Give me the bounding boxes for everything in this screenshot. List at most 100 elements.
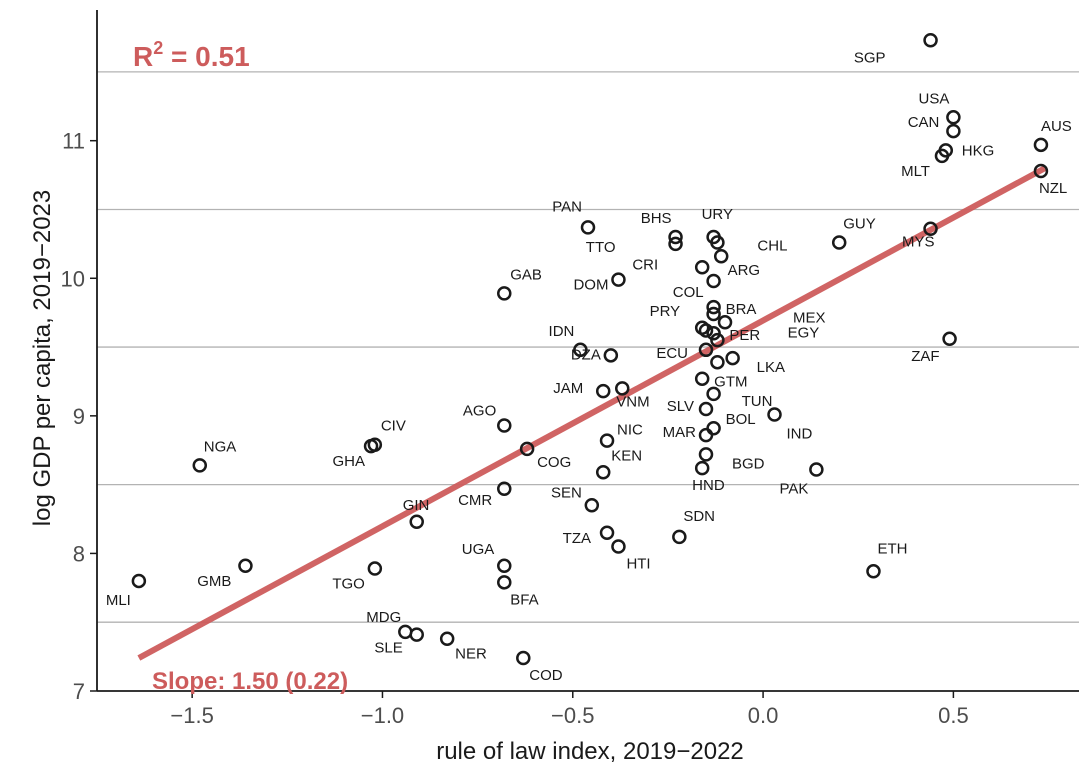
data-point bbox=[698, 447, 714, 462]
point-label: VNM bbox=[616, 393, 649, 410]
data-point bbox=[710, 332, 725, 348]
data-point bbox=[497, 558, 512, 574]
y-tick-label: 8 bbox=[73, 541, 85, 566]
point-label: CIV bbox=[381, 418, 406, 435]
data-point bbox=[131, 573, 147, 589]
point-label: ZAF bbox=[911, 348, 939, 365]
data-point bbox=[713, 249, 729, 264]
point-label: COL bbox=[673, 284, 704, 301]
r-squared-label: R bbox=[133, 41, 153, 72]
point-label: ECU bbox=[656, 345, 688, 362]
point-label: BOL bbox=[726, 411, 756, 428]
x-tick-label: 0.5 bbox=[938, 703, 969, 728]
data-point bbox=[668, 236, 683, 252]
point-label: SDN bbox=[683, 508, 715, 525]
fit-line-group bbox=[137, 165, 1047, 661]
grid-lines bbox=[97, 71, 1079, 623]
point-label: SLV bbox=[667, 398, 694, 415]
data-point bbox=[694, 460, 710, 476]
data-point bbox=[809, 462, 824, 477]
point-label: NGA bbox=[204, 438, 237, 455]
data-point bbox=[698, 342, 714, 358]
data-point bbox=[694, 371, 710, 386]
slope-annotation: Slope: 1.50 (0.22) bbox=[152, 668, 348, 695]
x-tick-label: −1.0 bbox=[361, 703, 404, 728]
point-label: HTI bbox=[626, 556, 650, 573]
data-point bbox=[942, 331, 957, 347]
point-label: DZA bbox=[571, 346, 601, 363]
point-label: KEN bbox=[611, 447, 642, 464]
y-axis-title: log GDP per capita, 2019−2023 bbox=[29, 190, 56, 526]
point-label: AGO bbox=[463, 402, 496, 419]
data-point bbox=[580, 220, 596, 235]
point-label: USA bbox=[919, 90, 950, 107]
r-squared-superscript: 2 bbox=[153, 38, 163, 58]
point-label: MLT bbox=[901, 163, 930, 180]
point-label: GTM bbox=[714, 374, 747, 391]
point-labels: SGP USA CAN HKG MLT AUS NZL MYS GUY ZAF PAN BHS URY T… bbox=[106, 49, 1072, 684]
point-label: MAR bbox=[663, 424, 697, 441]
data-point bbox=[706, 386, 721, 402]
data-point bbox=[668, 229, 683, 245]
data-point bbox=[717, 315, 733, 330]
data-point bbox=[706, 273, 721, 289]
data-point bbox=[238, 558, 253, 574]
data-point bbox=[866, 564, 881, 579]
point-label: AUS bbox=[1041, 118, 1072, 135]
data-point bbox=[398, 624, 413, 640]
x-tick-label: 0.0 bbox=[748, 703, 779, 728]
points bbox=[131, 33, 1049, 666]
point-label: COG bbox=[537, 454, 571, 471]
x-ticks: −1.5 −1.0 −0.5 0.0 0.5 bbox=[170, 691, 969, 728]
data-point bbox=[409, 514, 424, 530]
point-label: COD bbox=[529, 667, 563, 684]
point-label: PRY bbox=[650, 303, 681, 320]
data-point bbox=[698, 401, 714, 417]
point-label: IDN bbox=[549, 323, 575, 340]
point-label: MDG bbox=[366, 609, 401, 626]
data-point bbox=[923, 33, 938, 48]
point-label: BGD bbox=[732, 455, 765, 472]
point-label: ARG bbox=[728, 262, 761, 279]
data-point bbox=[573, 342, 588, 358]
point-label: PER bbox=[729, 327, 760, 344]
data-point bbox=[516, 650, 531, 666]
point-label: PAK bbox=[779, 481, 808, 498]
y-ticks: 7 8 9 10 11 bbox=[61, 129, 97, 704]
point-label: JAM bbox=[553, 380, 583, 397]
point-label: GMB bbox=[197, 573, 231, 590]
data-point bbox=[710, 354, 725, 370]
point-label: LKA bbox=[757, 359, 785, 376]
r-squared-annotation: R2 = 0.51 bbox=[133, 38, 250, 72]
data-point bbox=[439, 631, 455, 646]
data-point bbox=[603, 348, 619, 363]
point-label: CRI bbox=[632, 256, 658, 273]
data-point bbox=[1033, 137, 1049, 153]
point-label: MLI bbox=[106, 592, 131, 609]
point-label: HKG bbox=[962, 142, 995, 159]
data-point bbox=[1033, 163, 1049, 179]
point-label: ETH bbox=[877, 540, 907, 557]
y-tick-label: 7 bbox=[73, 679, 85, 704]
data-point bbox=[710, 235, 725, 250]
point-label: TUN bbox=[742, 393, 773, 410]
data-point bbox=[497, 481, 512, 497]
x-tick-label: −1.5 bbox=[170, 703, 213, 728]
point-label: NIC bbox=[617, 422, 643, 439]
point-label: BRA bbox=[726, 301, 757, 318]
data-point bbox=[595, 465, 611, 480]
data-point bbox=[946, 123, 961, 139]
data-point bbox=[409, 627, 424, 642]
point-label: DOM bbox=[573, 277, 608, 294]
point-label: BHS bbox=[641, 210, 672, 227]
point-label: UGA bbox=[462, 541, 495, 558]
data-point bbox=[698, 323, 714, 338]
point-label: GIN bbox=[403, 497, 430, 514]
y-tick-label: 9 bbox=[73, 404, 85, 429]
point-label: MYS bbox=[902, 234, 935, 251]
data-point bbox=[595, 383, 611, 399]
data-point bbox=[363, 438, 379, 454]
data-point bbox=[934, 148, 950, 164]
